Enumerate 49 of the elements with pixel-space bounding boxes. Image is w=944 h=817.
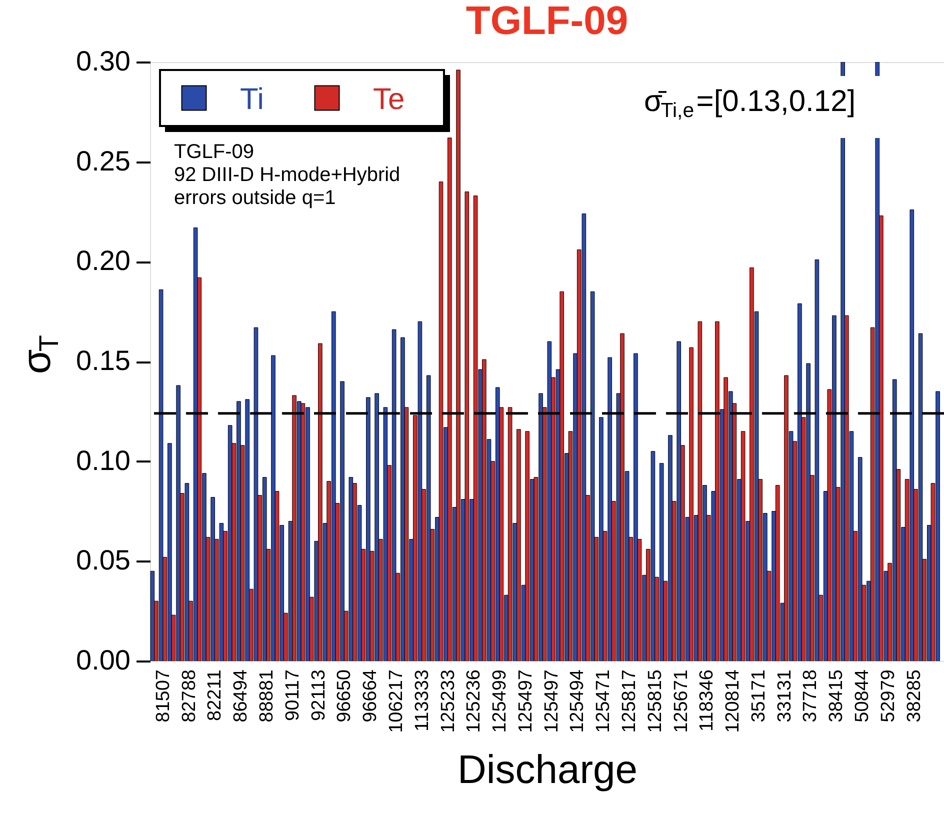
y-tick-label: 0.00 [76,644,130,676]
x-tick-label: 125497 [515,670,536,733]
x-tick-label: 86494 [230,669,252,722]
bar [740,431,746,661]
x-tick-label: 118346 [696,670,718,732]
annotation: 92 DIII-D H-mode+Hybrid [174,164,400,186]
legend-label: Te [373,83,405,116]
x-tick-label: 88881 [256,670,278,722]
x-tick-label: 33131 [774,670,796,722]
x-tick-label: 38415 [826,670,848,722]
x-tick-label: 82788 [178,670,200,722]
x-tick-label: 50844 [852,669,874,722]
x-tick-label: 90117 [282,670,304,721]
x-tick-label: 106217 [386,670,407,733]
y-tick-label: 0.10 [76,444,130,476]
x-tick-label: 113333 [412,670,433,732]
y-tick-label: 0.25 [76,145,130,176]
x-tick-label: 125499 [490,670,511,733]
x-tick-label: 38285 [904,670,925,722]
y-tick-label: 0.15 [76,345,130,376]
x-tick-label: 125471 [593,670,614,733]
x-tick-label: 125233 [438,670,459,733]
x-tick-label: 92113 [308,670,330,721]
y-tick-label: 0.30 [76,46,130,76]
x-tick-label: 96650 [334,670,356,722]
x-tick-label: 125815 [644,670,666,733]
x-tick-label: 82211 [204,670,226,721]
y-tick-label: 0.20 [76,245,130,276]
bar [775,485,780,661]
annotation: errors outside q=1 [174,187,336,209]
x-tick-label: 125236 [464,670,485,733]
x-tick-label: 52979 [878,670,899,722]
x-tick-label: 125817 [618,670,640,733]
x-tick-label: 37718 [800,670,822,722]
x-tick-label: 81507 [152,670,174,722]
legend-label: Ti [240,83,264,116]
x-tick-label: 96664 [360,669,382,722]
x-tick-label: 35171 [748,670,770,722]
y-tick-label: 0.05 [76,544,130,576]
x-tick-label: 125494 [567,669,588,733]
bar [516,429,521,661]
x-axis-title: Discharge [457,748,638,792]
chart-title: TGLF-09 [466,0,628,43]
bar [525,431,530,661]
x-tick-label: 120814 [722,669,744,733]
x-tick-label: 125497 [541,670,562,733]
y-axis-title: σT [15,334,64,374]
x-tick-label: 125671 [670,670,692,733]
annotation: TGLF-09 [174,141,254,163]
